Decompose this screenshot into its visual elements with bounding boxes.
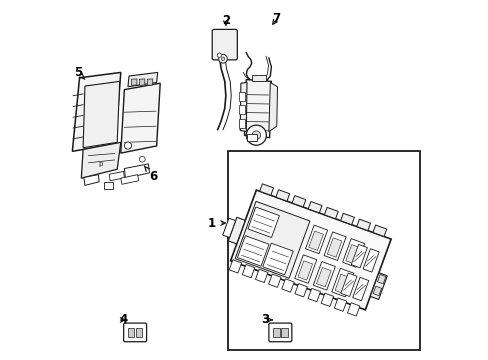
FancyBboxPatch shape [212, 30, 237, 60]
Circle shape [139, 156, 145, 162]
Bar [273, 328, 279, 337]
Polygon shape [345, 244, 360, 264]
Polygon shape [72, 72, 121, 151]
Polygon shape [139, 79, 144, 85]
FancyBboxPatch shape [268, 323, 291, 342]
Bar [104, 182, 113, 189]
Polygon shape [247, 207, 279, 238]
Polygon shape [377, 274, 385, 284]
Polygon shape [242, 265, 254, 278]
Polygon shape [324, 207, 338, 219]
Polygon shape [230, 190, 390, 310]
Bar [251, 75, 265, 81]
Polygon shape [147, 79, 152, 85]
Polygon shape [321, 293, 333, 306]
Bar [228, 151, 419, 350]
Circle shape [221, 57, 224, 60]
Bar [239, 92, 244, 101]
Polygon shape [294, 284, 307, 297]
Polygon shape [268, 274, 281, 287]
Polygon shape [297, 261, 312, 280]
Polygon shape [308, 231, 323, 251]
Polygon shape [223, 218, 235, 238]
Polygon shape [244, 80, 271, 138]
Polygon shape [229, 260, 241, 273]
Text: 7: 7 [272, 12, 280, 25]
Polygon shape [352, 277, 368, 301]
Polygon shape [81, 142, 121, 178]
Polygon shape [313, 262, 335, 290]
FancyBboxPatch shape [123, 323, 146, 342]
Polygon shape [324, 232, 346, 260]
Polygon shape [305, 225, 327, 254]
Polygon shape [294, 255, 316, 283]
Text: 2: 2 [222, 14, 229, 27]
Polygon shape [362, 249, 378, 272]
Text: 5: 5 [74, 66, 84, 79]
Polygon shape [281, 279, 294, 292]
Polygon shape [128, 72, 158, 87]
Circle shape [124, 142, 131, 149]
Bar [128, 328, 134, 337]
Bar [136, 328, 142, 337]
Circle shape [246, 125, 266, 145]
Polygon shape [291, 195, 305, 207]
Polygon shape [83, 81, 120, 148]
Circle shape [217, 53, 221, 57]
Polygon shape [235, 201, 309, 278]
Polygon shape [259, 184, 273, 195]
Polygon shape [124, 164, 149, 178]
Polygon shape [268, 82, 277, 132]
Bar [281, 328, 287, 337]
Circle shape [218, 54, 227, 63]
Polygon shape [372, 286, 381, 296]
Polygon shape [262, 243, 293, 275]
Polygon shape [316, 267, 330, 287]
Bar [246, 134, 256, 140]
Polygon shape [255, 269, 267, 283]
Polygon shape [350, 244, 366, 268]
Text: 3: 3 [261, 313, 272, 327]
Text: 1: 1 [208, 216, 225, 230]
Polygon shape [334, 274, 349, 294]
Circle shape [251, 131, 260, 139]
Polygon shape [326, 238, 341, 257]
Text: 4: 4 [119, 313, 127, 327]
Polygon shape [342, 239, 364, 267]
Text: p: p [98, 161, 102, 167]
Polygon shape [334, 298, 346, 311]
Polygon shape [369, 273, 386, 300]
Polygon shape [109, 171, 124, 181]
Polygon shape [340, 273, 356, 297]
Polygon shape [307, 288, 320, 302]
Polygon shape [228, 217, 245, 244]
Polygon shape [131, 79, 137, 85]
Polygon shape [121, 175, 139, 184]
Bar [239, 105, 244, 114]
Polygon shape [121, 83, 160, 153]
Polygon shape [331, 268, 353, 297]
Polygon shape [372, 225, 386, 237]
Polygon shape [275, 190, 289, 201]
Polygon shape [347, 303, 359, 316]
Polygon shape [356, 219, 370, 231]
Text: 6: 6 [144, 166, 157, 183]
Polygon shape [240, 82, 246, 132]
Bar [239, 119, 244, 128]
Polygon shape [307, 202, 322, 213]
Polygon shape [83, 175, 99, 185]
Polygon shape [237, 236, 268, 266]
Polygon shape [340, 213, 354, 225]
